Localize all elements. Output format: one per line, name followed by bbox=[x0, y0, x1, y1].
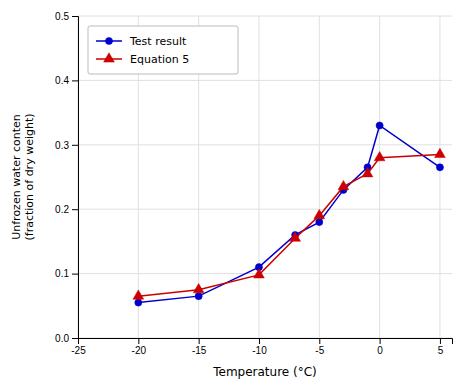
y-tick-mark bbox=[72, 274, 78, 275]
data-point bbox=[435, 148, 446, 157]
y-tick-label: 0.0 bbox=[55, 333, 69, 344]
y-tick-label: 0.3 bbox=[55, 140, 69, 151]
grid bbox=[78, 16, 452, 338]
legend-label: Test result bbox=[129, 35, 187, 48]
x-tick-label: -25 bbox=[71, 345, 86, 356]
x-axis: -25 -20 -15 -10 -5 0 5 bbox=[71, 338, 452, 356]
legend-symbol bbox=[104, 53, 115, 62]
x-tick-mark bbox=[380, 338, 381, 344]
legend-item: Equation 5 bbox=[96, 53, 189, 66]
y-axis: 0.0 0.1 0.2 0.3 0.4 0.5 bbox=[55, 11, 78, 344]
grid-line bbox=[319, 16, 320, 338]
x-tick: -15 bbox=[192, 338, 207, 356]
y-tick: 0.5 bbox=[55, 11, 78, 22]
x-tick-mark bbox=[138, 338, 139, 344]
grid-line bbox=[78, 273, 452, 274]
grid-line bbox=[379, 16, 380, 338]
legend-symbol bbox=[105, 37, 112, 44]
x-tick-mark bbox=[440, 338, 441, 344]
x-tick-label: 0 bbox=[377, 345, 383, 356]
y-tick: 0.1 bbox=[55, 268, 78, 279]
x-tick-mark bbox=[199, 338, 200, 344]
y-axis-line bbox=[72, 17, 79, 339]
grid-line bbox=[78, 16, 452, 17]
legend-label: Equation 5 bbox=[130, 53, 189, 66]
grid-line bbox=[439, 16, 440, 338]
data-point bbox=[374, 151, 385, 160]
data-point bbox=[316, 219, 323, 226]
x-axis-line bbox=[79, 339, 453, 345]
y-axis-title: Unfrozen water conten(fraction of dry we… bbox=[10, 113, 36, 240]
y-tick-label: 0.1 bbox=[55, 268, 69, 279]
legend-box bbox=[88, 26, 238, 74]
y-tick-mark bbox=[72, 145, 78, 146]
y-tick-label: 0.2 bbox=[55, 204, 69, 215]
grid-line bbox=[258, 16, 259, 338]
data-point bbox=[436, 164, 443, 171]
data-point bbox=[314, 209, 325, 218]
grid-line bbox=[78, 209, 452, 210]
y-axis-title-line: Unfrozen water conten bbox=[10, 114, 23, 240]
y-tick: 0.2 bbox=[55, 204, 78, 215]
legend: Test result Equation 5 bbox=[88, 26, 238, 74]
series-line bbox=[138, 154, 440, 296]
series-line bbox=[138, 125, 440, 302]
y-tick: 0.0 bbox=[55, 333, 78, 344]
y-tick-label: 0.5 bbox=[55, 11, 69, 22]
y-tick-mark bbox=[72, 16, 78, 17]
chart: -25 -20 -15 -10 -5 0 5 0.0 0.1 0.2 0.3 0.4 0.5 Temper… bbox=[0, 0, 474, 386]
x-tick-label: -20 bbox=[132, 345, 147, 356]
data-point bbox=[133, 290, 144, 299]
plot: -25 -20 -15 -10 -5 0 5 0.0 0.1 0.2 0.3 0.4 0.5 Temper… bbox=[10, 11, 453, 379]
x-tick: -25 bbox=[71, 338, 86, 356]
x-tick-mark bbox=[319, 338, 320, 344]
x-tick: -20 bbox=[132, 338, 147, 356]
data-point bbox=[193, 283, 204, 292]
data-point bbox=[195, 293, 202, 300]
y-tick-mark bbox=[72, 80, 78, 81]
data-point bbox=[376, 122, 383, 129]
x-tick-label: -10 bbox=[252, 345, 267, 356]
grid-line bbox=[78, 144, 452, 145]
data-point bbox=[254, 269, 265, 278]
data-point bbox=[338, 180, 349, 189]
y-tick-mark bbox=[72, 338, 78, 339]
data-point bbox=[362, 168, 373, 177]
x-tick-mark bbox=[259, 338, 260, 344]
x-tick: 5 bbox=[438, 338, 444, 356]
y-axis-title-line: (fraction of dry weight) bbox=[23, 113, 36, 240]
data-point bbox=[135, 299, 142, 306]
marks bbox=[133, 122, 445, 306]
x-tick: -5 bbox=[315, 338, 324, 356]
x-axis-title: Temperature (°C) bbox=[212, 365, 317, 379]
y-tick-mark bbox=[72, 209, 78, 210]
y-tick-label: 0.4 bbox=[55, 75, 69, 86]
y-tick: 0.3 bbox=[55, 140, 78, 151]
x-tick: 0 bbox=[377, 338, 383, 356]
x-tick-label: 5 bbox=[438, 345, 444, 356]
grid-line bbox=[78, 80, 452, 81]
legend-item: Test result bbox=[96, 35, 187, 48]
x-tick-label: -5 bbox=[315, 345, 324, 356]
data-point bbox=[290, 232, 301, 241]
x-tick: -10 bbox=[252, 338, 267, 356]
y-tick: 0.4 bbox=[55, 75, 78, 86]
x-tick-label: -15 bbox=[192, 345, 207, 356]
